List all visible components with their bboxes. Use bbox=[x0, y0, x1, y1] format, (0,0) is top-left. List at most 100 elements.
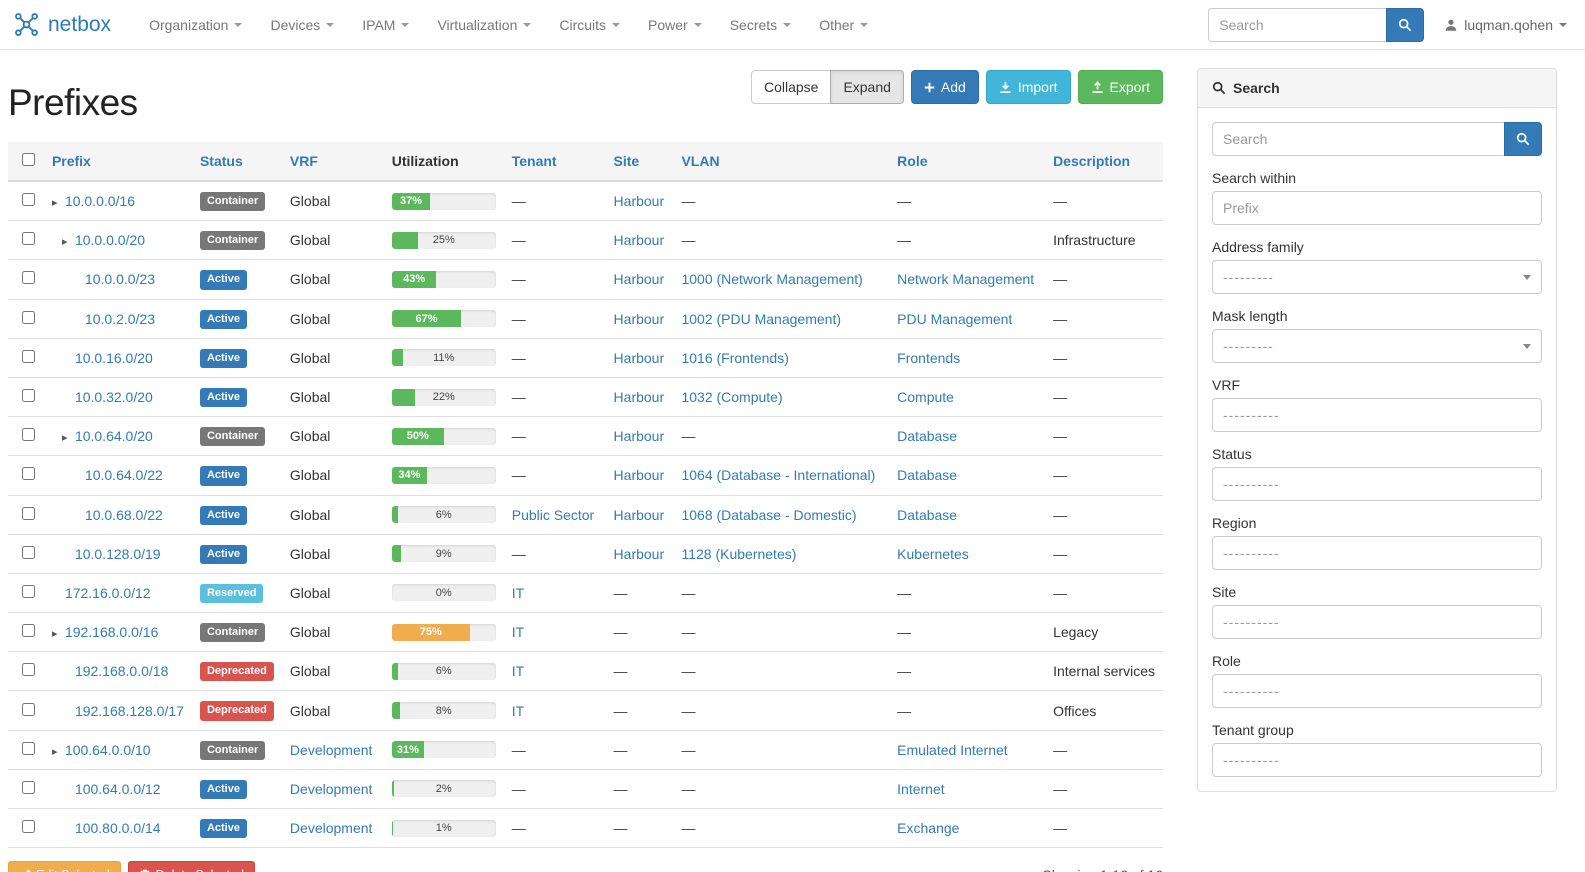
prefix-link[interactable]: 172.16.0.0/12 bbox=[64, 584, 151, 601]
edit-selected-button[interactable]: Edit Selected bbox=[8, 861, 121, 872]
site-link[interactable]: Harbour bbox=[613, 506, 665, 523]
row-checkbox[interactable] bbox=[22, 780, 35, 794]
row-checkbox[interactable] bbox=[22, 193, 35, 207]
row-checkbox[interactable] bbox=[22, 545, 35, 559]
prefix-link[interactable]: 10.0.0.0/20 bbox=[74, 232, 145, 249]
site-link[interactable]: Harbour bbox=[613, 193, 665, 210]
expand-caret-icon[interactable]: ▸ bbox=[51, 745, 58, 758]
nav-item-ipam[interactable]: IPAM bbox=[348, 0, 423, 49]
site-link[interactable]: Harbour bbox=[613, 232, 665, 249]
site-link[interactable]: Harbour bbox=[613, 545, 665, 562]
nav-item-organization[interactable]: Organization bbox=[135, 0, 256, 49]
role-link[interactable]: Frontends bbox=[897, 349, 961, 366]
column-header-vrf[interactable]: VRF bbox=[281, 142, 384, 182]
column-header-vlan[interactable]: VLAN bbox=[673, 142, 890, 182]
prefix-link[interactable]: 10.0.68.0/22 bbox=[84, 506, 163, 523]
role-link[interactable]: Database bbox=[897, 428, 958, 445]
sidebar-search-input[interactable] bbox=[1212, 122, 1504, 156]
prefix-link[interactable]: 100.64.0.0/10 bbox=[64, 741, 151, 758]
address-family-select[interactable]: --------- bbox=[1212, 260, 1542, 294]
global-search-button[interactable] bbox=[1386, 7, 1425, 42]
sidebar-search-button[interactable] bbox=[1504, 122, 1542, 156]
region-select[interactable]: ---------- bbox=[1212, 536, 1542, 570]
role-link[interactable]: PDU Management bbox=[897, 310, 1013, 327]
expand-caret-icon[interactable]: ▸ bbox=[51, 197, 58, 210]
site-link[interactable]: Harbour bbox=[613, 389, 665, 406]
prefix-link[interactable]: 10.0.2.0/23 bbox=[84, 310, 155, 327]
row-checkbox[interactable] bbox=[22, 349, 35, 363]
status-select[interactable]: ---------- bbox=[1212, 467, 1542, 501]
column-header-site[interactable]: Site bbox=[605, 142, 674, 182]
prefix-link[interactable]: 100.64.0.0/12 bbox=[74, 780, 161, 797]
role-select[interactable]: ---------- bbox=[1212, 674, 1542, 708]
role-link[interactable]: Exchange bbox=[897, 820, 960, 837]
search-within-input[interactable] bbox=[1212, 191, 1542, 225]
tenant-link[interactable]: Public Sector bbox=[511, 506, 595, 523]
vlan-link[interactable]: 1064 (Database - International) bbox=[681, 467, 876, 484]
role-link[interactable]: Internet bbox=[897, 780, 945, 797]
vrf-link[interactable]: Development bbox=[289, 741, 373, 758]
vlan-link[interactable]: 1002 (PDU Management) bbox=[681, 310, 841, 327]
vrf-link[interactable]: Development bbox=[289, 780, 373, 797]
role-link[interactable]: Network Management bbox=[897, 271, 1035, 288]
netbox-brand[interactable]: netbox bbox=[12, 10, 111, 39]
export-button[interactable]: Export bbox=[1077, 70, 1163, 104]
role-link[interactable]: Compute bbox=[897, 389, 954, 406]
prefix-link[interactable]: 10.0.64.0/20 bbox=[74, 428, 153, 445]
vlan-link[interactable]: 1000 (Network Management) bbox=[681, 271, 863, 288]
nav-item-devices[interactable]: Devices bbox=[256, 0, 348, 49]
row-checkbox[interactable] bbox=[22, 232, 35, 246]
site-link[interactable]: Harbour bbox=[613, 271, 665, 288]
site-link[interactable]: Harbour bbox=[613, 467, 665, 484]
tenant-link[interactable]: IT bbox=[511, 584, 525, 601]
row-checkbox[interactable] bbox=[22, 428, 35, 442]
vlan-link[interactable]: 1068 (Database - Domestic) bbox=[681, 506, 857, 523]
collapse-button[interactable]: Collapse bbox=[750, 70, 832, 104]
column-header-tenant[interactable]: Tenant bbox=[503, 142, 606, 182]
prefix-link[interactable]: 192.168.0.0/16 bbox=[64, 624, 159, 641]
vrf-select[interactable]: ---------- bbox=[1212, 398, 1542, 432]
mask-length-select[interactable]: --------- bbox=[1212, 329, 1542, 363]
row-checkbox[interactable] bbox=[22, 467, 35, 481]
row-checkbox[interactable] bbox=[22, 310, 35, 324]
column-header-role[interactable]: Role bbox=[889, 142, 1046, 182]
expand-caret-icon[interactable]: ▸ bbox=[61, 236, 68, 249]
role-link[interactable]: Kubernetes bbox=[897, 545, 969, 562]
row-checkbox[interactable] bbox=[22, 702, 35, 716]
site-select[interactable]: ---------- bbox=[1212, 605, 1542, 639]
delete-selected-button[interactable]: Delete Selected bbox=[127, 861, 255, 872]
add-button[interactable]: Add bbox=[910, 70, 979, 104]
tenant-link[interactable]: IT bbox=[511, 702, 525, 719]
role-link[interactable]: Database bbox=[897, 467, 958, 484]
row-checkbox[interactable] bbox=[22, 506, 35, 520]
vrf-link[interactable]: Development bbox=[289, 820, 373, 837]
prefix-link[interactable]: 10.0.16.0/20 bbox=[74, 349, 153, 366]
import-button[interactable]: Import bbox=[985, 70, 1071, 104]
nav-item-virtualization[interactable]: Virtualization bbox=[423, 0, 545, 49]
row-checkbox[interactable] bbox=[22, 624, 35, 638]
vlan-link[interactable]: 1016 (Frontends) bbox=[681, 349, 789, 366]
prefix-link[interactable]: 10.0.64.0/22 bbox=[84, 467, 163, 484]
prefix-link[interactable]: 10.0.0.0/23 bbox=[84, 271, 155, 288]
row-checkbox[interactable] bbox=[22, 271, 35, 285]
row-checkbox[interactable] bbox=[22, 663, 35, 677]
row-checkbox[interactable] bbox=[22, 741, 35, 755]
site-link[interactable]: Harbour bbox=[613, 428, 665, 445]
row-checkbox[interactable] bbox=[22, 389, 35, 403]
tenant-link[interactable]: IT bbox=[511, 663, 525, 680]
global-search-input[interactable] bbox=[1208, 7, 1387, 42]
vlan-link[interactable]: 1032 (Compute) bbox=[681, 389, 783, 406]
expand-button[interactable]: Expand bbox=[830, 70, 904, 104]
site-link[interactable]: Harbour bbox=[613, 349, 665, 366]
role-link[interactable]: Emulated Internet bbox=[897, 741, 1008, 758]
tenant-group-select[interactable]: ---------- bbox=[1212, 743, 1542, 777]
site-link[interactable]: Harbour bbox=[613, 310, 665, 327]
prefix-link[interactable]: 192.168.0.0/18 bbox=[74, 663, 169, 680]
prefix-link[interactable]: 100.80.0.0/14 bbox=[74, 820, 161, 837]
select-all-checkbox[interactable] bbox=[22, 153, 35, 166]
role-link[interactable]: Database bbox=[897, 506, 958, 523]
column-header-prefix[interactable]: Prefix bbox=[43, 142, 192, 182]
expand-caret-icon[interactable]: ▸ bbox=[61, 432, 68, 445]
tenant-link[interactable]: IT bbox=[511, 624, 525, 641]
expand-caret-icon[interactable]: ▸ bbox=[51, 628, 58, 641]
